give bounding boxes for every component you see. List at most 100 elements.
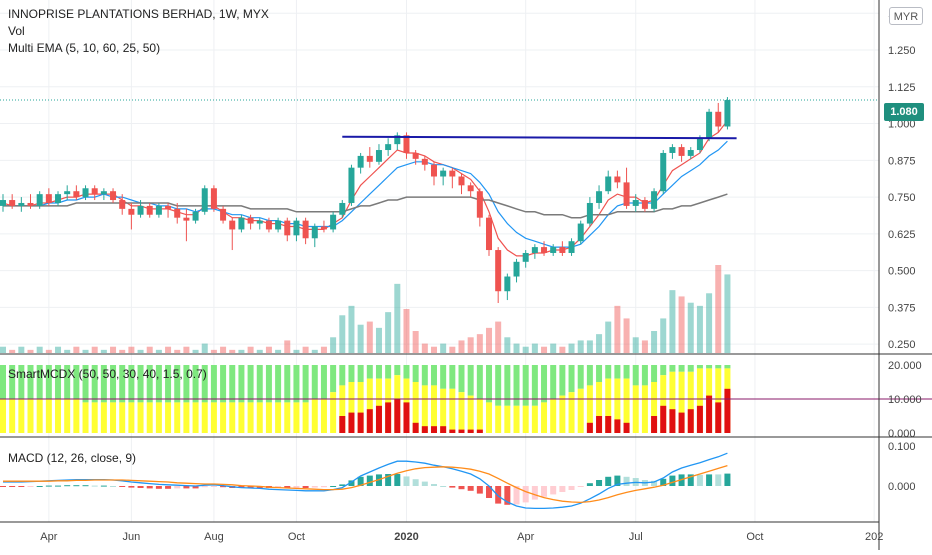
mcdx-green-bar	[476, 365, 483, 399]
mcdx-green-bar	[256, 365, 263, 403]
candle-body	[137, 205, 144, 215]
mcdx-yellow-bar	[440, 388, 447, 433]
volume-bar	[238, 349, 245, 353]
macd-histogram-bar	[110, 486, 117, 487]
macd-histogram-bar	[18, 486, 25, 487]
mcdx-yellow-bar	[348, 382, 355, 433]
mcdx-yellow-bar	[696, 368, 703, 433]
currency-button[interactable]: MYR	[889, 7, 923, 25]
mcdx-yellow-bar	[100, 402, 107, 433]
candle-body	[385, 144, 392, 151]
mcdx-green-bar	[183, 365, 190, 403]
volume-bar	[357, 324, 364, 353]
mcdx-green-bar	[403, 365, 410, 379]
mcdx-yellow-bar	[146, 402, 153, 433]
mcdx-yellow-bar	[531, 405, 538, 433]
macd-histogram-bar	[128, 486, 135, 488]
macd-histogram-bar	[82, 485, 89, 487]
volume-bar	[91, 346, 98, 353]
candle-body	[706, 111, 713, 139]
candle-body	[146, 205, 153, 215]
mcdx-red-bar	[412, 422, 419, 433]
candle-body	[467, 185, 474, 192]
mcdx-yellow-bar	[632, 385, 639, 433]
macd-histogram-bar	[577, 486, 584, 487]
mcdx-green-bar	[9, 365, 16, 399]
volume-bar	[513, 343, 520, 353]
volume-bar	[366, 321, 373, 353]
mcdx-green-bar	[394, 365, 401, 376]
mcdx-yellow-bar	[568, 392, 575, 433]
mcdx-yellow-bar	[669, 371, 676, 433]
mcdx-green-bar	[678, 365, 685, 372]
volume-bar	[586, 340, 593, 353]
candle-body	[348, 167, 355, 203]
volume-bar	[155, 349, 162, 353]
mcdx-yellow-bar	[366, 378, 373, 433]
candle-body	[541, 247, 548, 253]
mcdx-green-bar	[696, 365, 703, 369]
mcdx-yellow-bar	[623, 378, 630, 433]
volume-bar	[641, 340, 648, 353]
mcdx-yellow-bar	[614, 378, 621, 433]
price-tick-label: 0.875	[888, 155, 916, 167]
macd-histogram-bar	[183, 486, 190, 489]
candle-body	[678, 147, 685, 156]
candle-body	[421, 158, 428, 165]
price-tick-label: 1.000	[888, 119, 916, 131]
mcdx-red-bar	[724, 388, 731, 433]
candle-body	[641, 200, 648, 209]
macd-histogram-bar	[421, 481, 428, 486]
mcdx-green-bar	[495, 365, 502, 406]
candle-body	[504, 276, 511, 292]
mcdx-green-bar	[330, 365, 337, 393]
time-tick-label: Jul	[629, 531, 643, 543]
macd-histogram-bar	[45, 485, 52, 487]
time-tick-label: Apr	[40, 531, 57, 543]
candle-body	[605, 176, 612, 192]
macd-histogram-bar	[467, 486, 474, 491]
mcdx-green-bar	[146, 365, 153, 403]
candle-body	[256, 220, 263, 224]
volume-bar	[284, 340, 291, 353]
volume-bar	[265, 346, 272, 353]
mcdx-red-bar	[357, 412, 364, 433]
volume-bar	[632, 337, 639, 353]
mcdx-green-bar	[55, 365, 62, 399]
volume-bar	[394, 283, 401, 353]
macd-histogram-bar	[522, 486, 529, 503]
mcdx-yellow-bar	[550, 399, 557, 433]
macd-histogram-bar	[330, 486, 337, 487]
macd-histogram-bar	[715, 474, 722, 486]
macd-tick-label: 0.000	[888, 481, 916, 493]
candle-body	[476, 191, 483, 218]
mcdx-yellow-bar	[320, 399, 327, 433]
mcdx-green-bar	[660, 365, 667, 376]
mcdx-green-bar	[550, 365, 557, 399]
mcdx-green-bar	[522, 365, 529, 406]
candle-body	[183, 217, 190, 221]
mcdx-green-bar	[91, 365, 98, 403]
candle-body	[596, 191, 603, 203]
volume-bar	[82, 349, 89, 353]
mcdx-yellow-bar	[715, 368, 722, 433]
mcdx-yellow-bar	[27, 399, 34, 433]
mcdx-yellow-bar	[641, 385, 648, 433]
macd-histogram-bar	[320, 486, 327, 488]
volume-bar	[375, 327, 382, 353]
macd-histogram-bar	[385, 474, 392, 486]
volume-bar	[293, 349, 300, 353]
candle-body	[247, 217, 254, 224]
mcdx-yellow-bar	[660, 375, 667, 433]
mcdx-green-bar	[73, 365, 80, 399]
mcdx-yellow-bar	[486, 402, 493, 433]
mcdx-green-bar	[18, 365, 25, 399]
mcdx-red-bar	[678, 412, 685, 433]
macd-histogram-bar	[348, 480, 355, 486]
macd-histogram-bar	[531, 486, 538, 500]
macd-histogram-bar	[614, 475, 621, 486]
macd-histogram-bar	[284, 486, 291, 488]
candle-body	[64, 191, 71, 195]
mcdx-green-bar	[247, 365, 254, 403]
